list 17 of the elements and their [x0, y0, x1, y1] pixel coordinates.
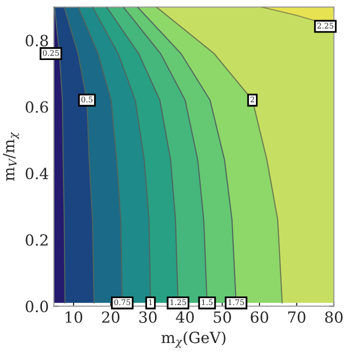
- y-tick-label: 0.0: [26, 300, 48, 312]
- line-series: [156, 7, 283, 304]
- x-tick-label: 20: [102, 311, 120, 323]
- x-tick-label: 70: [288, 311, 306, 323]
- x-tick-label: 30: [139, 311, 157, 323]
- x-tick-label: 50: [214, 311, 232, 323]
- x-tick-label: 80: [325, 311, 343, 323]
- x-axis-title: m$_{χ}$(GeV): [161, 331, 226, 348]
- x-tick-label: 40: [176, 311, 194, 323]
- y-tick-label: 0.2: [26, 234, 48, 246]
- y-tick-label: 0.4: [26, 168, 48, 180]
- y-tick-label: 0.8: [26, 34, 48, 46]
- y-tick-label: 0.6: [26, 101, 48, 113]
- line-series: [64, 7, 96, 304]
- x-tick-label: 60: [250, 311, 268, 323]
- x-tick-label: 10: [66, 311, 82, 323]
- y-axis-title: m$_{V}$/m$_{χ}$: [3, 132, 19, 181]
